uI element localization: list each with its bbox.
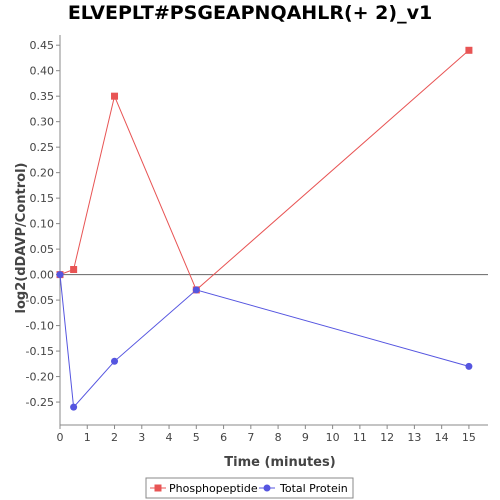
y-tick-label: -0.05 bbox=[26, 294, 54, 307]
y-tick-label: -0.15 bbox=[26, 345, 54, 358]
x-tick-label: 12 bbox=[380, 431, 394, 444]
x-tick-label: 14 bbox=[435, 431, 449, 444]
x-tick-label: 5 bbox=[193, 431, 200, 444]
data-point-phosphopeptide bbox=[70, 266, 78, 274]
plot-area bbox=[60, 35, 488, 425]
y-tick-label: -0.25 bbox=[26, 396, 54, 409]
x-tick-label: 15 bbox=[462, 431, 476, 444]
y-tick-label: 0.00 bbox=[30, 269, 55, 282]
y-tick-label: 0.05 bbox=[30, 243, 55, 256]
data-point-total-protein bbox=[56, 271, 64, 279]
y-axis-title: log2(dDAVP/Control) bbox=[14, 163, 29, 314]
series-layer bbox=[56, 46, 473, 411]
data-point-total-protein bbox=[111, 357, 119, 365]
x-tick-label: 7 bbox=[247, 431, 254, 444]
legend: Phosphopeptide Total Protein bbox=[145, 477, 354, 499]
legend-marker-phosphopeptide bbox=[154, 484, 162, 492]
tick-marks: -0.25 -0.20 -0.15 -0.10 -0.05 0.00 0.05 0.10 0.1… bbox=[26, 39, 476, 444]
y-tick-label: 0.25 bbox=[30, 141, 55, 154]
y-tick-label: 0.10 bbox=[30, 218, 55, 231]
x-tick-label: 2 bbox=[111, 431, 118, 444]
x-tick-label: 0 bbox=[57, 431, 64, 444]
data-point-total-protein bbox=[465, 362, 473, 370]
data-point-phosphopeptide bbox=[111, 92, 119, 100]
legend-marker-total-protein bbox=[263, 484, 271, 492]
x-tick-label: 1 bbox=[84, 431, 91, 444]
x-tick-label: 3 bbox=[138, 431, 145, 444]
y-tick-label: 0.40 bbox=[30, 65, 55, 78]
data-point-total-protein bbox=[192, 286, 200, 294]
y-tick-label: 0.35 bbox=[30, 90, 55, 103]
x-tick-label: 10 bbox=[326, 431, 340, 444]
legend-frame bbox=[145, 477, 354, 499]
legend-label-total-protein: Total Protein bbox=[279, 482, 348, 495]
x-tick-label: 6 bbox=[220, 431, 227, 444]
x-tick-label: 13 bbox=[407, 431, 421, 444]
x-tick-label: 9 bbox=[302, 431, 309, 444]
y-tick-label: 0.45 bbox=[30, 39, 55, 52]
x-axis-title: Time (minutes) bbox=[224, 455, 335, 470]
x-tick-label: 4 bbox=[166, 431, 173, 444]
axes bbox=[59, 35, 488, 426]
chart-title: ELVEPLT#PSGEAPNQAHLR(+ 2)_v1 bbox=[67, 2, 433, 24]
data-point-total-protein bbox=[70, 403, 78, 411]
y-tick-label: 0.30 bbox=[30, 116, 55, 129]
y-tick-label: 0.15 bbox=[30, 192, 55, 205]
x-tick-label: 8 bbox=[275, 431, 282, 444]
y-tick-label: -0.10 bbox=[26, 320, 54, 333]
y-tick-label: 0.20 bbox=[30, 167, 55, 180]
legend-label-phosphopeptide: Phosphopeptide bbox=[169, 482, 258, 495]
data-point-phosphopeptide bbox=[465, 46, 473, 54]
x-tick-label: 11 bbox=[353, 431, 367, 444]
y-tick-label: -0.20 bbox=[26, 371, 54, 384]
